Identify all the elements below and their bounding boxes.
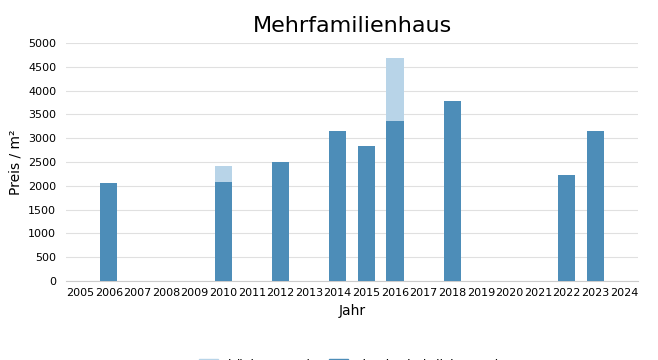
Bar bbox=[386, 58, 403, 121]
Bar bbox=[329, 131, 346, 281]
Title: Mehrfamilienhaus: Mehrfamilienhaus bbox=[253, 16, 451, 36]
Bar bbox=[100, 183, 117, 281]
Bar bbox=[386, 121, 403, 281]
Bar bbox=[272, 162, 289, 281]
Bar bbox=[587, 131, 604, 281]
Bar bbox=[215, 182, 232, 281]
Bar bbox=[215, 166, 232, 182]
Bar bbox=[358, 146, 375, 281]
Legend: höchster Preis, durchschnittlicher Preis: höchster Preis, durchschnittlicher Preis bbox=[194, 354, 510, 360]
Y-axis label: Preis / m²: Preis / m² bbox=[9, 129, 22, 195]
Bar bbox=[443, 101, 461, 281]
X-axis label: Jahr: Jahr bbox=[338, 304, 366, 318]
Bar bbox=[558, 175, 575, 281]
